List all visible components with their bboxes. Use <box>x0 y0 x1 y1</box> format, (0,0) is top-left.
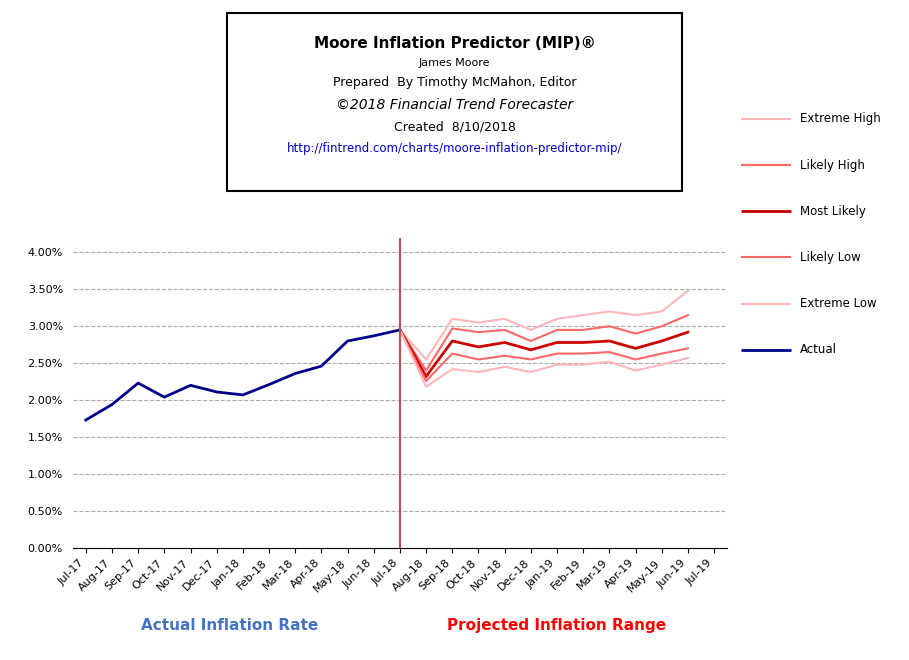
Text: Prepared  By Timothy McMahon, Editor: Prepared By Timothy McMahon, Editor <box>333 76 576 89</box>
Text: Actual: Actual <box>800 343 837 356</box>
Text: Most Likely: Most Likely <box>800 205 865 218</box>
Text: Created  8/10/2018: Created 8/10/2018 <box>394 120 515 133</box>
Text: James Moore: James Moore <box>419 58 490 68</box>
Text: Likely Low: Likely Low <box>800 251 861 264</box>
Text: Extreme Low: Extreme Low <box>800 297 876 310</box>
Text: ©2018 Financial Trend Forecaster: ©2018 Financial Trend Forecaster <box>335 98 574 112</box>
Text: Moore Inflation Predictor (MIP)®: Moore Inflation Predictor (MIP)® <box>314 36 595 51</box>
Text: Extreme High: Extreme High <box>800 112 881 125</box>
Text: Projected Inflation Range: Projected Inflation Range <box>447 618 666 633</box>
Text: Actual Inflation Rate: Actual Inflation Rate <box>141 618 318 633</box>
Text: http://fintrend.com/charts/moore-inflation-predictor-mip/: http://fintrend.com/charts/moore-inflati… <box>286 142 623 155</box>
Text: Likely High: Likely High <box>800 158 864 172</box>
